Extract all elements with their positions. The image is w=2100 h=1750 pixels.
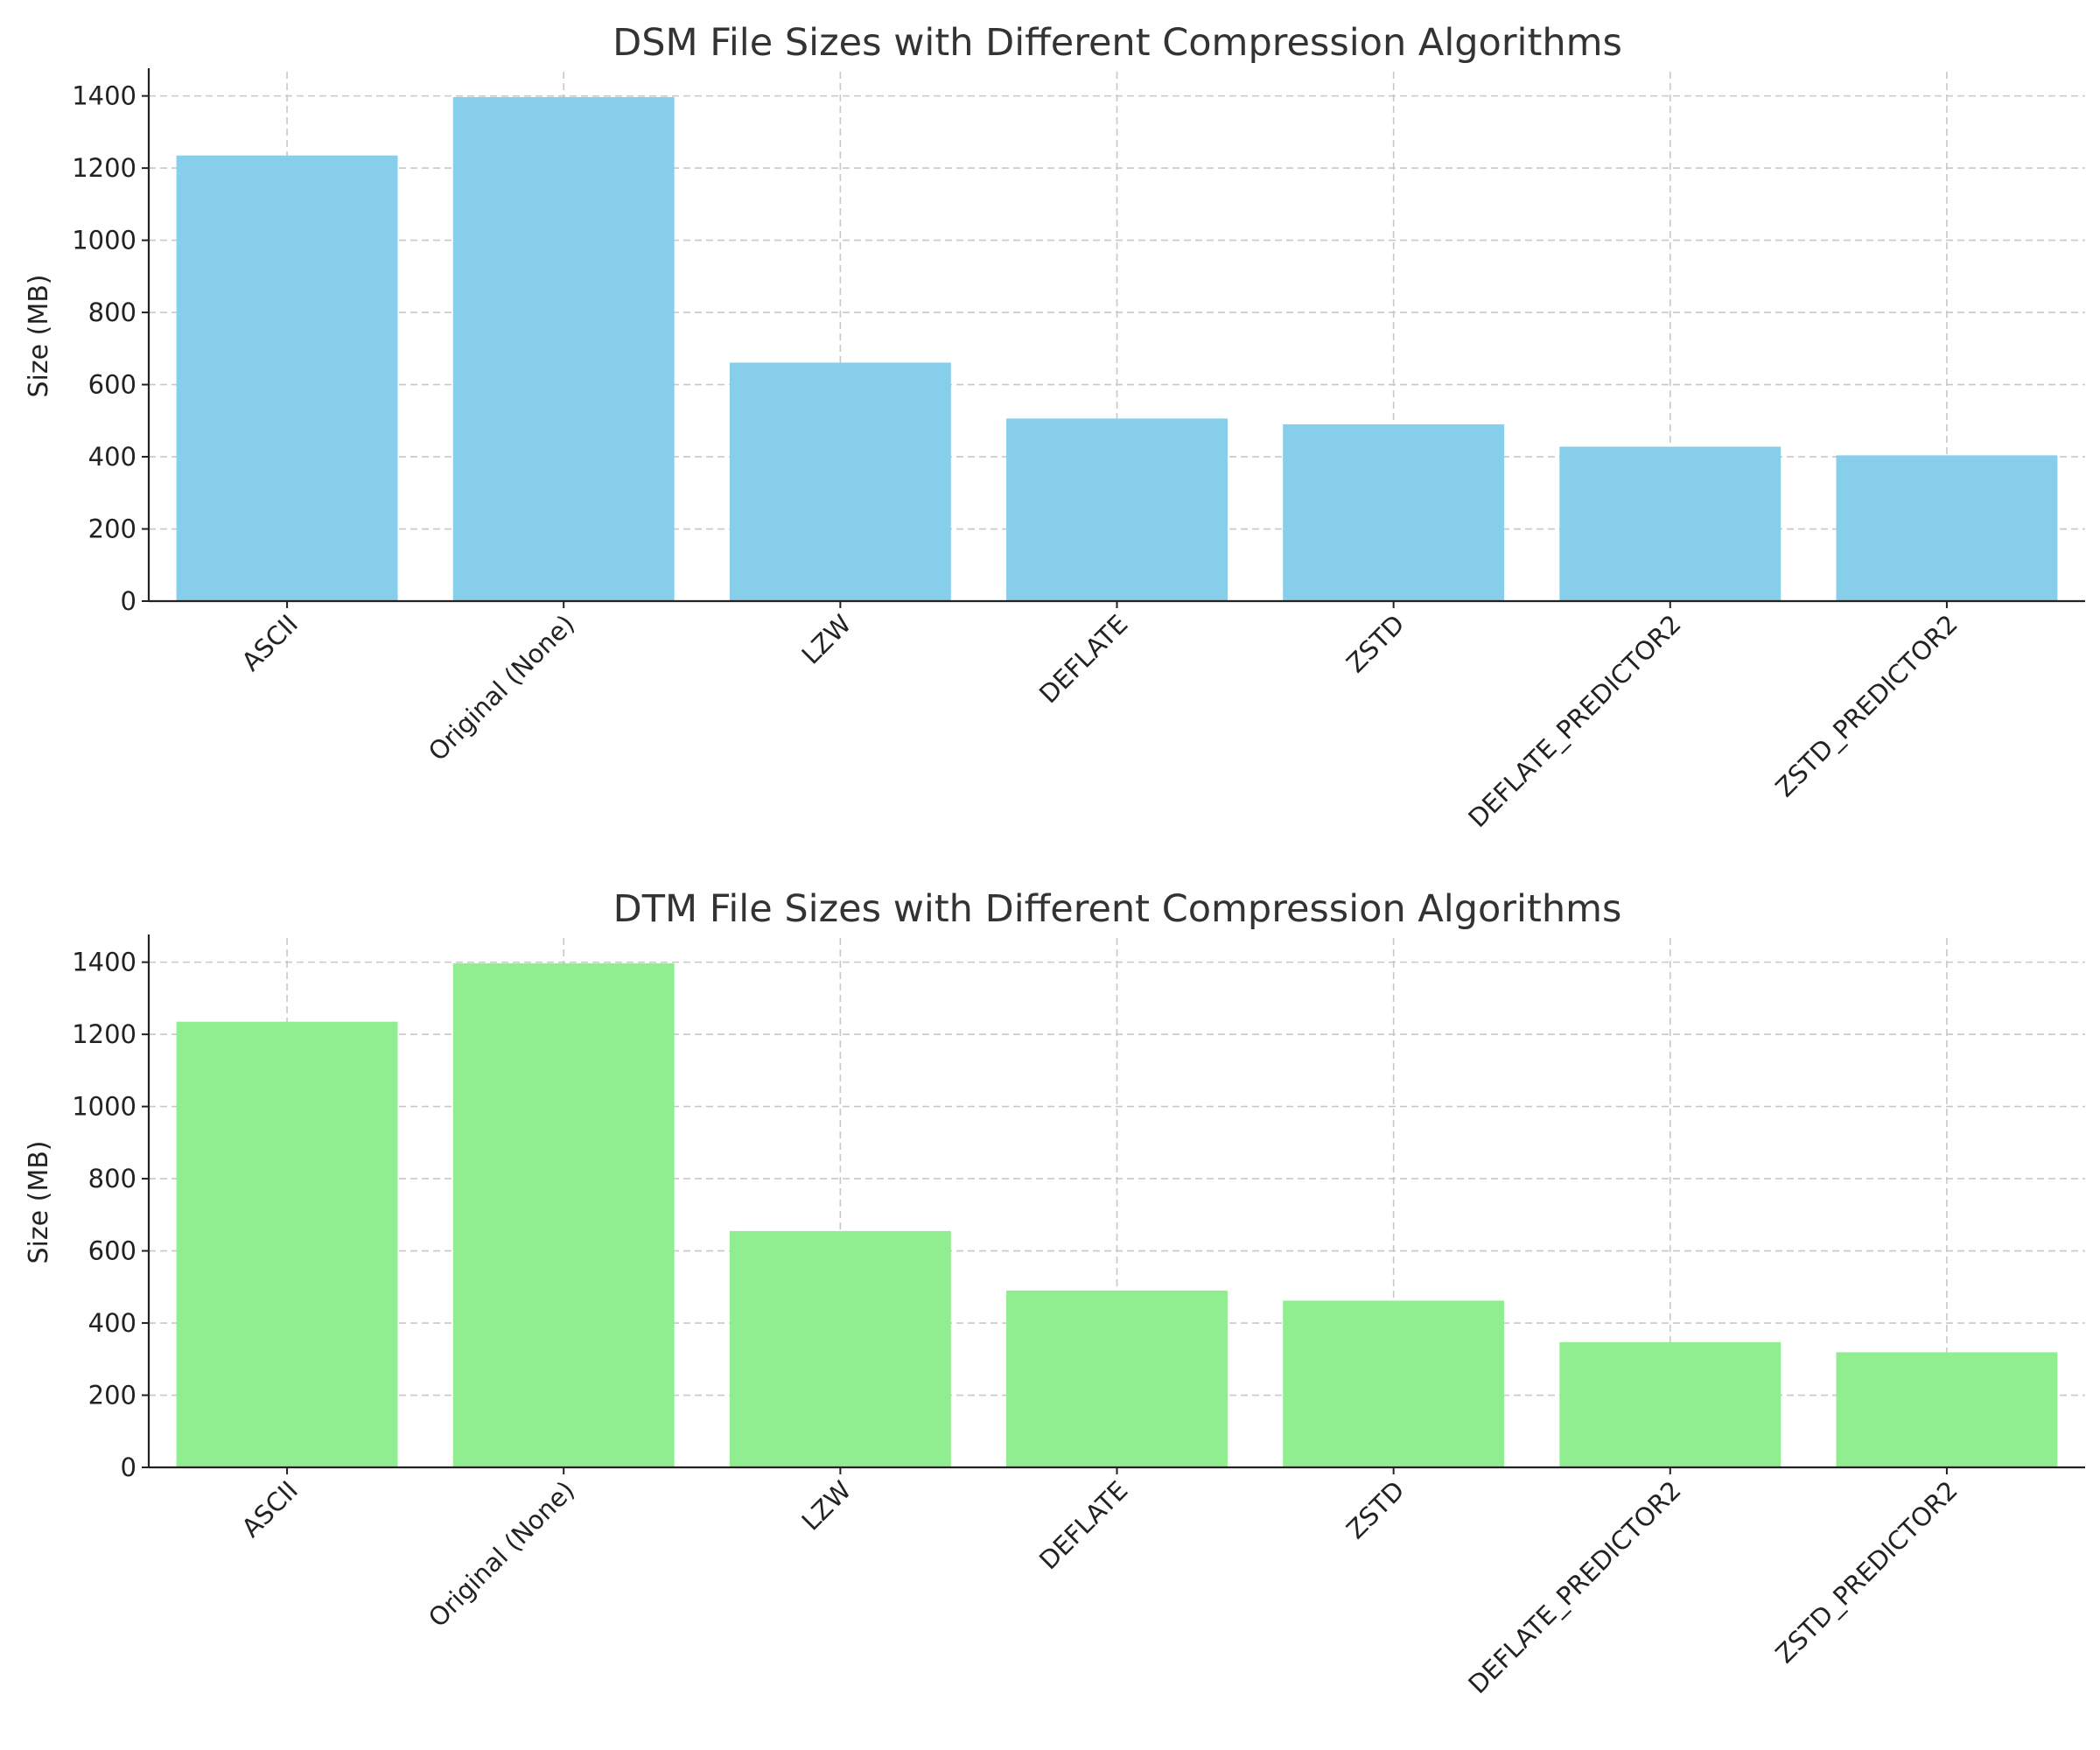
- dtm-y-axis-label: Size (MB): [24, 1141, 54, 1264]
- dtm-x-tick-label: ASCII: [236, 1475, 304, 1544]
- dtm-bars: [176, 962, 2058, 1467]
- dtm-bar: [452, 962, 675, 1467]
- dtm-y-tick-label: 1400: [72, 948, 136, 977]
- dsm-x-tick-label: DEFLATE_PREDICTOR2: [1462, 609, 1686, 833]
- dtm-x-tick-label: ZSTD: [1340, 1475, 1410, 1544]
- dsm-y-tick-label: 600: [88, 370, 136, 400]
- dtm-y-tick-label: 800: [88, 1164, 136, 1194]
- dtm-bar: [1836, 1352, 2058, 1467]
- dtm-y-tick-label: 1200: [72, 1019, 136, 1049]
- dtm-x-tick-label: DEFLATE_PREDICTOR2: [1462, 1475, 1686, 1699]
- dsm-chart-title: DSM File Sizes with Different Compressio…: [612, 21, 1622, 65]
- dtm-y-tick-label: 0: [121, 1452, 136, 1482]
- dtm-x-tick-label: DEFLATE: [1033, 1475, 1133, 1575]
- dsm-y-tick-label: 200: [88, 514, 136, 544]
- dsm-y-tick-label: 1000: [72, 226, 136, 256]
- dtm-bar: [176, 1021, 398, 1467]
- dsm-bar: [452, 96, 675, 602]
- dsm-x-tick-label: ZSTD_PREDICTOR2: [1770, 609, 1964, 802]
- dsm-bar: [1283, 424, 1505, 601]
- dsm-chart: DSM File Sizes with Different Compressio…: [24, 21, 2085, 833]
- dtm-bar: [729, 1230, 951, 1467]
- dsm-bar: [1006, 418, 1228, 601]
- dtm-bar: [1006, 1290, 1228, 1467]
- dsm-x-tick-label: ASCII: [236, 609, 304, 677]
- dsm-y-tick-label: 1200: [72, 153, 136, 183]
- dsm-bar: [1836, 455, 2058, 601]
- dsm-bars: [176, 96, 2058, 602]
- dsm-y-axis-label: Size (MB): [24, 275, 54, 398]
- dsm-y-tick-label: 400: [88, 442, 136, 472]
- dsm-y-tick-label: 800: [88, 298, 136, 327]
- dsm-x-tick-label: Original (None): [423, 609, 580, 766]
- dtm-y-tick-label: 1000: [72, 1092, 136, 1122]
- dsm-bar: [729, 362, 951, 601]
- dtm-y-tick-label: 200: [88, 1381, 136, 1410]
- dtm-bar: [1559, 1341, 1782, 1467]
- dtm-bar: [1283, 1300, 1505, 1467]
- dtm-y-tick-label: 600: [88, 1236, 136, 1266]
- dsm-y-tick-label: 0: [121, 586, 136, 616]
- dsm-y-tick-label: 1400: [72, 81, 136, 111]
- dsm-bar: [1559, 446, 1782, 601]
- dtm-x-tick-label: LZW: [796, 1475, 858, 1536]
- dsm-bar: [176, 155, 398, 601]
- dsm-x-tick-label: ZSTD: [1340, 609, 1410, 678]
- dtm-x-tick-label: ZSTD_PREDICTOR2: [1770, 1475, 1964, 1669]
- dtm-y-tick-label: 400: [88, 1308, 136, 1338]
- dsm-x-tick-label: LZW: [796, 609, 858, 670]
- dtm-x-tick-label: Original (None): [423, 1475, 580, 1633]
- dtm-chart-title: DTM File Sizes with Different Compressio…: [613, 887, 1622, 931]
- dsm-x-tick-label: DEFLATE: [1033, 609, 1133, 709]
- dtm-chart: DTM File Sizes with Different Compressio…: [24, 887, 2085, 1699]
